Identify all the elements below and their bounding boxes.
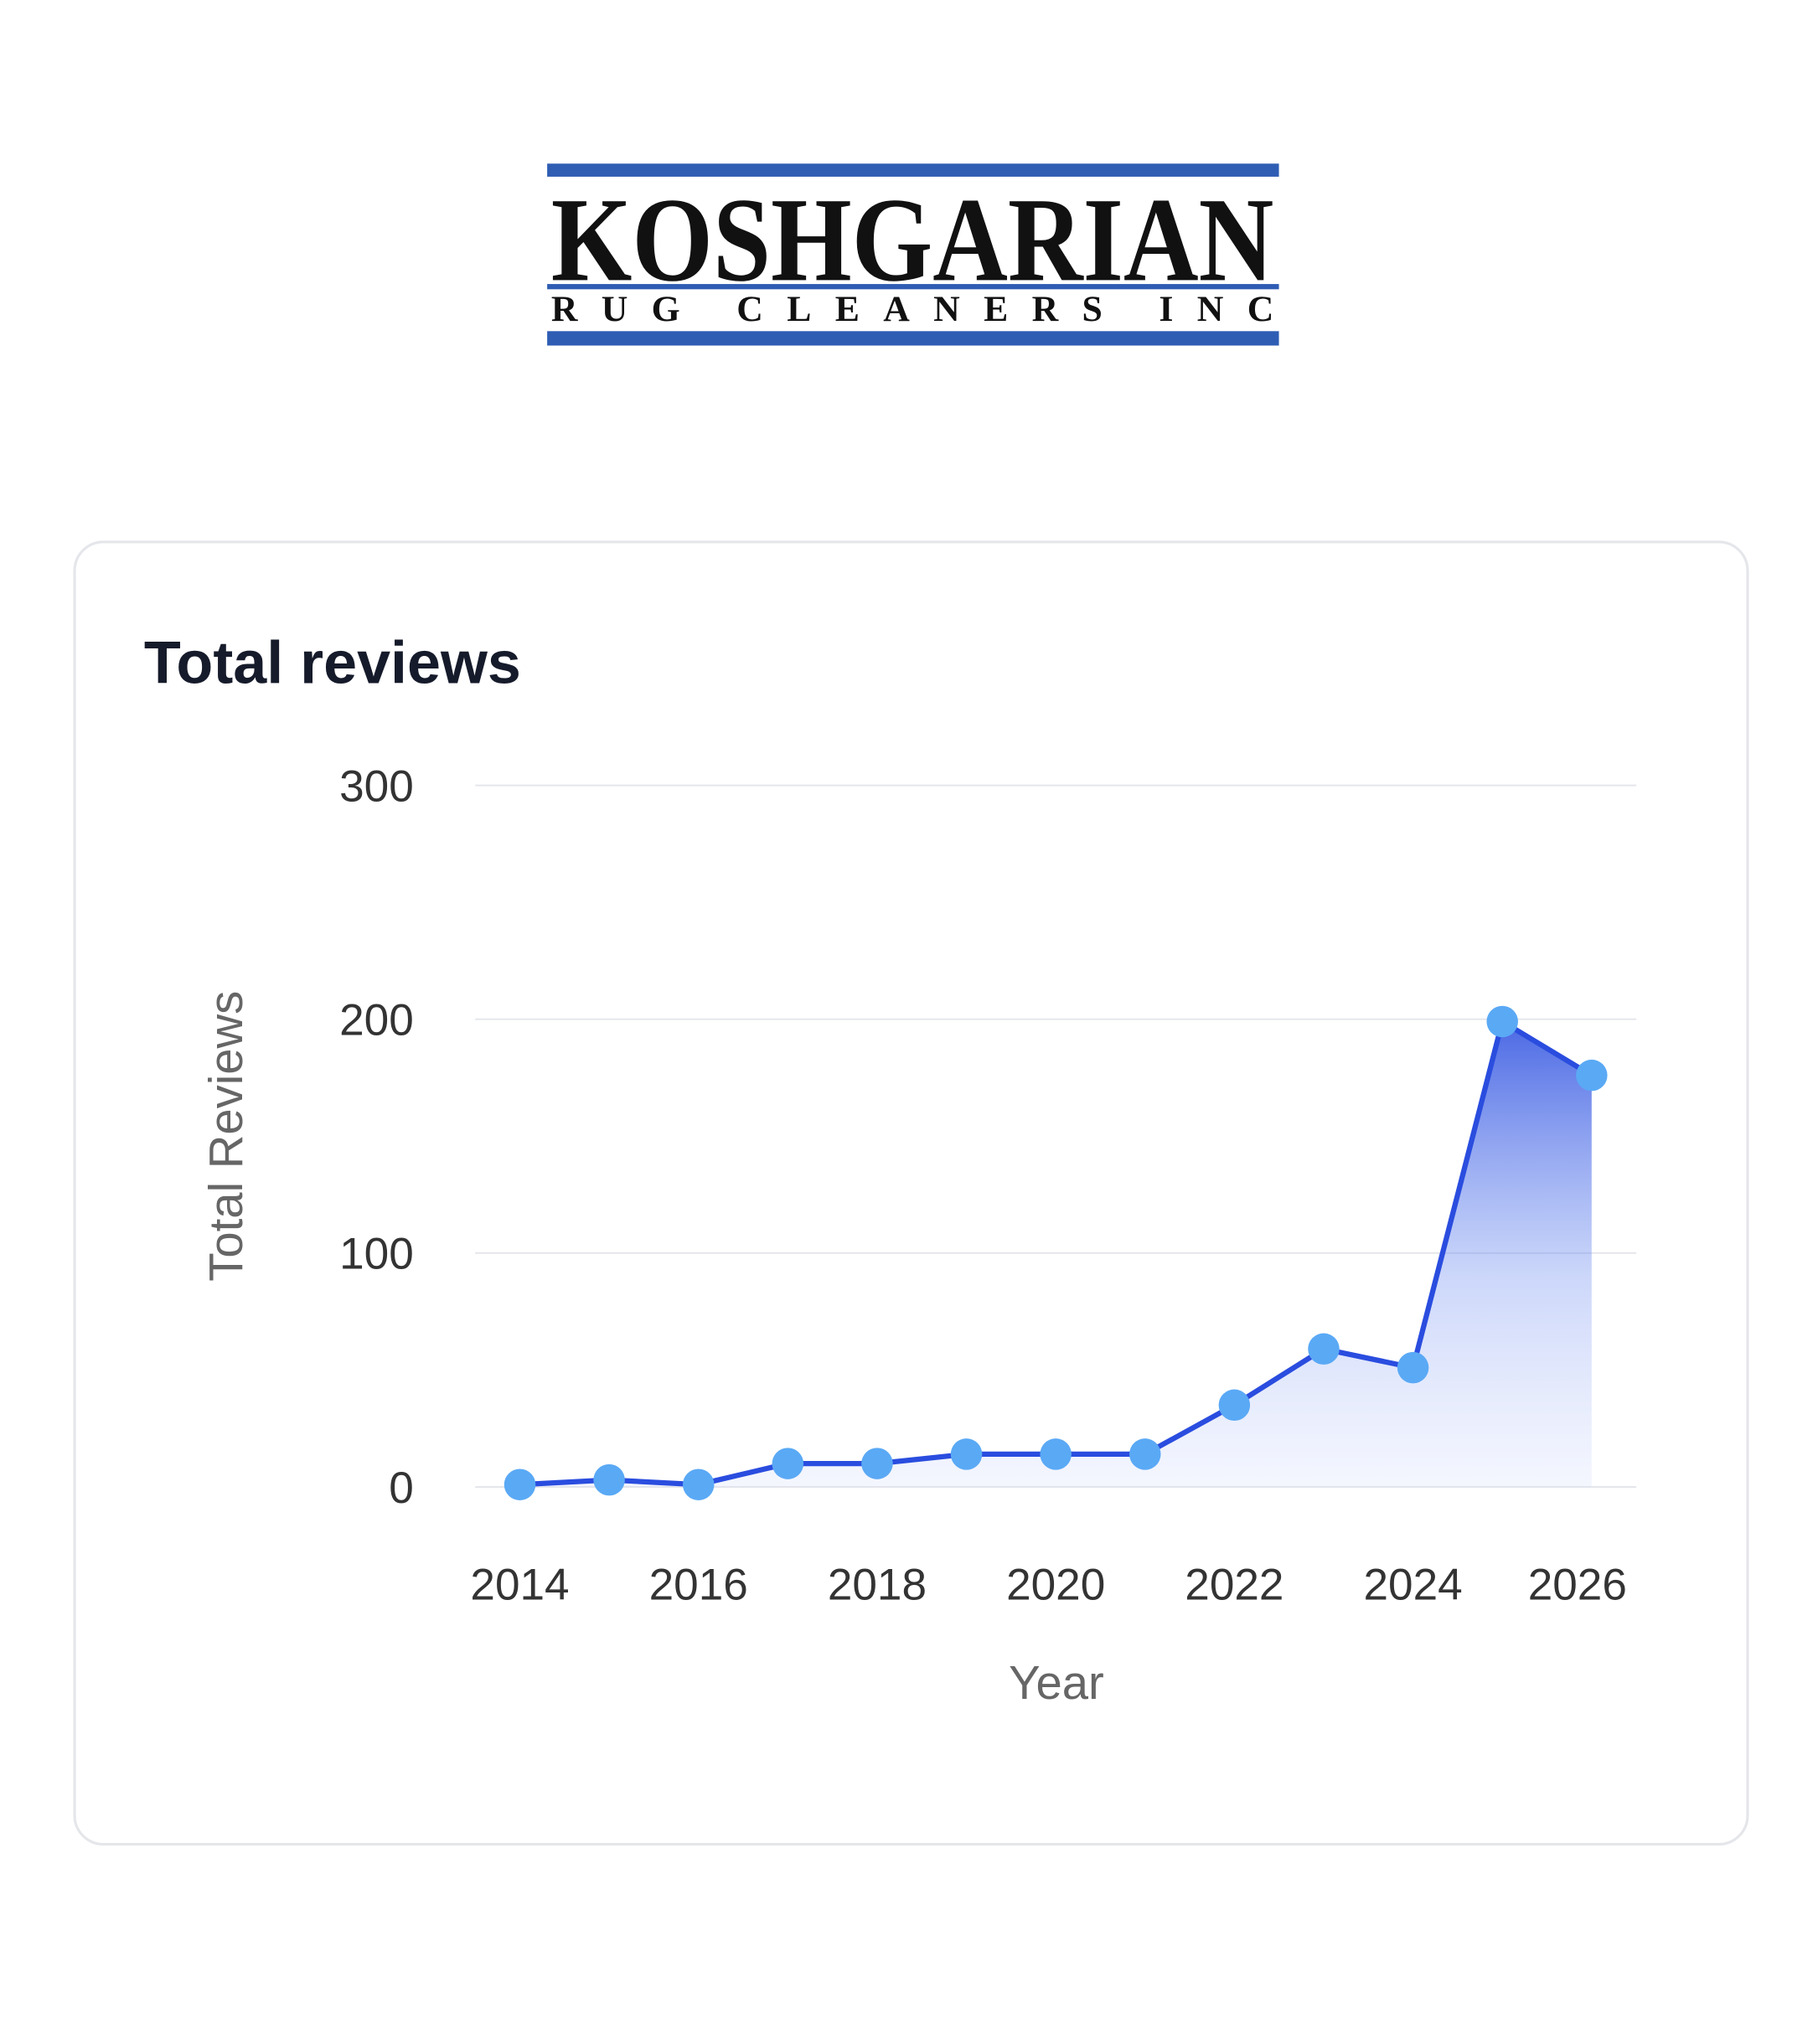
x-tick-label: 2024 xyxy=(1364,1560,1463,1609)
x-tick-label: 2022 xyxy=(1185,1560,1283,1609)
x-axis-label: Year xyxy=(1009,1656,1104,1709)
x-tick-label: 2016 xyxy=(649,1560,748,1609)
x-tick-label: 2026 xyxy=(1528,1560,1627,1609)
x-tick-label: 2020 xyxy=(1006,1560,1105,1609)
point xyxy=(1040,1438,1072,1470)
y-tick-label: 200 xyxy=(339,995,414,1045)
point xyxy=(1397,1351,1429,1384)
card xyxy=(73,540,1749,1846)
point xyxy=(861,1448,893,1479)
chart-title: Total reviews xyxy=(144,630,521,697)
point xyxy=(1576,1059,1608,1092)
point xyxy=(950,1438,983,1470)
area xyxy=(519,1021,1592,1487)
logo-bar xyxy=(547,284,1279,290)
logo-bar xyxy=(547,163,1279,177)
point xyxy=(1486,1005,1518,1038)
logo-name: KOSHGARIAN xyxy=(551,173,1274,307)
point xyxy=(1218,1389,1251,1422)
y-tick-label: 0 xyxy=(389,1463,414,1513)
y-axis-label: Total Reviews xyxy=(199,991,252,1282)
point xyxy=(593,1463,625,1496)
point xyxy=(1308,1333,1340,1365)
y-tick-label: 100 xyxy=(339,1230,414,1279)
logo-bar xyxy=(547,331,1279,346)
point xyxy=(682,1468,715,1500)
y-tick-label: 300 xyxy=(339,761,414,811)
point xyxy=(772,1448,804,1479)
point xyxy=(504,1468,536,1500)
x-tick-label: 2014 xyxy=(470,1560,569,1609)
point xyxy=(1129,1438,1161,1470)
logo: KOSHGARIAN RUG CLEANERS INC xyxy=(547,163,1279,346)
x-tick-label: 2018 xyxy=(828,1560,927,1609)
